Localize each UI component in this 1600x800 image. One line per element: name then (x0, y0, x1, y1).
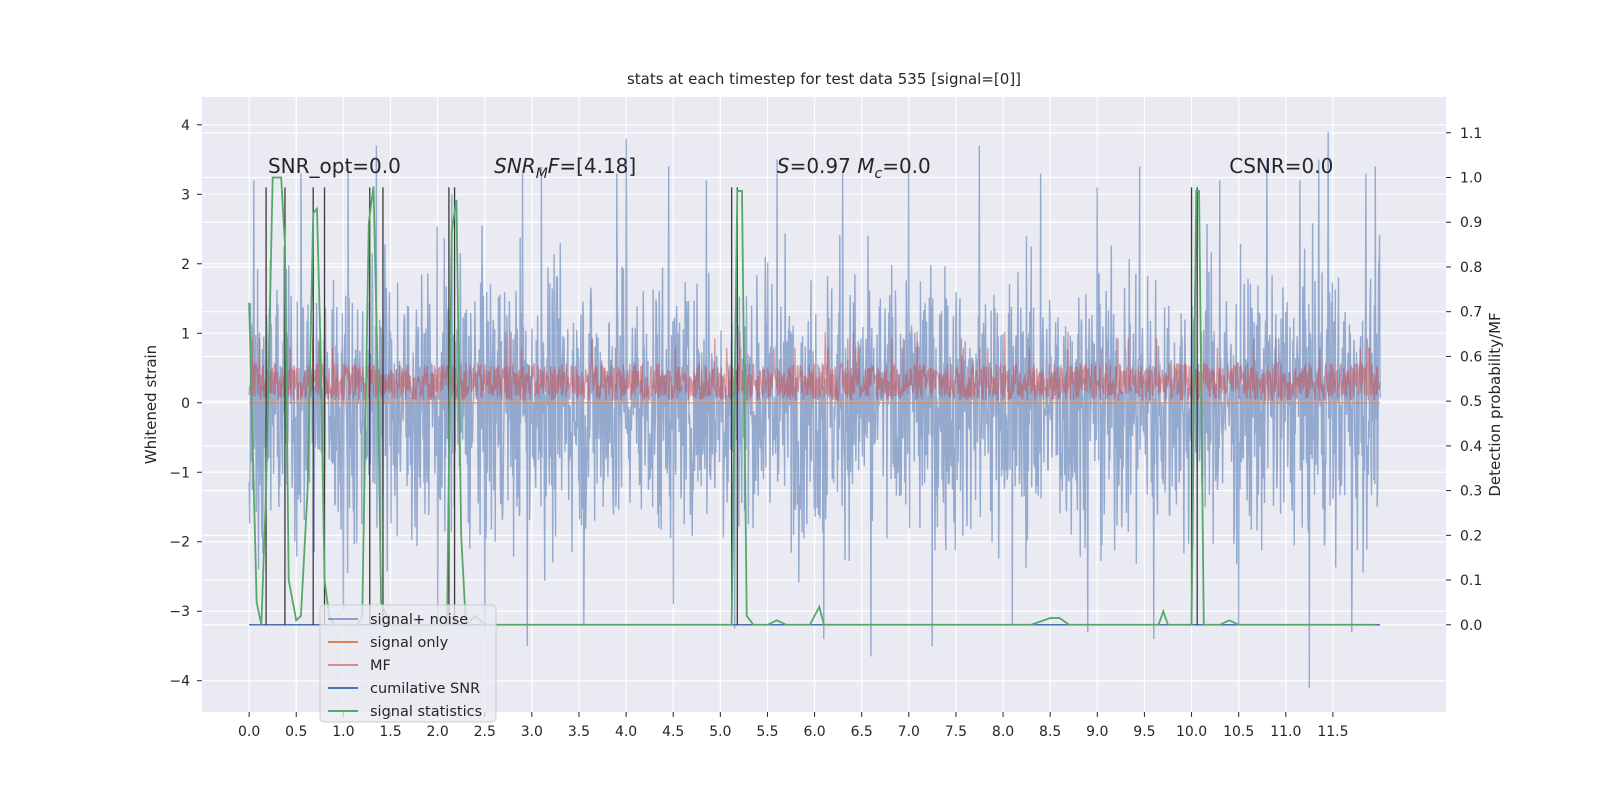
annotation-s-mc: S=0.97 Mc=0.0 (777, 154, 931, 182)
x-tick-label-13: 6.5 (851, 724, 873, 740)
x-tick-label-10: 5.0 (709, 724, 731, 740)
y2-tick-label-4: 0.4 (1460, 439, 1482, 455)
y2-tick-label-5: 0.5 (1460, 394, 1482, 410)
x-tick-label-20: 10.0 (1176, 724, 1207, 740)
x-tick-label-15: 7.5 (945, 724, 967, 740)
annotation-mc-sub: c (875, 166, 883, 182)
y2-tick-label-7: 0.7 (1460, 305, 1482, 321)
y-tick-label-0: −4 (169, 674, 190, 690)
y2-tick-label-10: 1.0 (1460, 171, 1482, 187)
x-tick-label-14: 7.0 (898, 724, 920, 740)
annotation-snr-mf-f: F (548, 154, 560, 178)
legend-label-2: MF (370, 658, 391, 674)
annotation-s-symbol: S (777, 154, 790, 178)
x-tick-label-11: 5.5 (756, 724, 778, 740)
plot-area (248, 131, 1381, 688)
y2-tick-label-0: 0.0 (1460, 618, 1482, 634)
y2-axis-label: Detection probability/MF (1486, 312, 1504, 496)
y2-tick-label-8: 0.8 (1460, 260, 1482, 276)
y2-tick-label-6: 0.6 (1460, 349, 1482, 365)
annotation-snr-mf-sub: M (536, 166, 548, 182)
x-tick-label-5: 2.5 (474, 724, 496, 740)
x-tick-label-4: 2.0 (426, 724, 448, 740)
y-tick-label-2: −2 (169, 535, 190, 551)
legend-label-0: signal+ noise (370, 612, 468, 628)
y-axis-label: Whitened strain (142, 345, 160, 464)
y-tick-label-1: −3 (169, 604, 190, 620)
y-tick-label-5: 1 (181, 326, 190, 342)
legend-box (319, 604, 497, 723)
x-tick-label-21: 10.5 (1223, 724, 1254, 740)
annotation-snr-opt: SNR_opt=0.0 (268, 154, 401, 178)
x-tick-label-3: 1.5 (379, 724, 401, 740)
x-tick-label-0: 0.0 (238, 724, 260, 740)
legend-label-4: signal statistics (370, 704, 482, 720)
chart-title: stats at each timestep for test data 535… (627, 70, 1021, 88)
annotation-csnr: CSNR=0.0 (1229, 154, 1333, 178)
y-tick-label-6: 2 (181, 257, 190, 273)
x-tick-label-17: 8.5 (1039, 724, 1061, 740)
x-tick-label-9: 4.5 (662, 724, 684, 740)
x-tick-label-7: 3.5 (568, 724, 590, 740)
annotation-mc-symbol: M (857, 154, 874, 178)
x-tick-label-19: 9.5 (1133, 724, 1155, 740)
annotation-mc-value: =0.0 (882, 154, 931, 178)
axes: 0.0 0.5 1.0 1.5 2.0 2.5 3.0 3.5 4.0 4.5 5.0 5.5 6.0 6… (169, 118, 1482, 740)
x-tick-label-22: 11.0 (1270, 724, 1301, 740)
y-tick-label-7: 3 (181, 187, 190, 203)
x-tick-label-1: 0.5 (285, 724, 307, 740)
legend: signal+ noise signal only MF cumilative SNR… (319, 604, 497, 723)
legend-label-1: signal only (370, 635, 449, 651)
annotation-snr-mf-base: SNR (494, 154, 536, 178)
legend-label-3: cumilative SNR (370, 681, 480, 697)
x-tick-label-18: 9.0 (1086, 724, 1108, 740)
x-tick-label-8: 4.0 (615, 724, 637, 740)
y2-tick-label-9: 0.9 (1460, 215, 1482, 231)
y2-tick-label-2: 0.2 (1460, 528, 1482, 544)
y-tick-label-3: −1 (169, 465, 190, 481)
x-tick-label-2: 1.0 (332, 724, 354, 740)
x-tick-label-16: 8.0 (992, 724, 1014, 740)
y2-tick-label-3: 0.3 (1460, 484, 1482, 500)
y-tick-label-8: 4 (181, 118, 190, 134)
x-tick-label-6: 3.0 (521, 724, 543, 740)
x-tick-label-12: 6.0 (803, 724, 825, 740)
y2-tick-label-11: 1.1 (1460, 126, 1482, 142)
annotations: SNR_opt=0.0 SNRMF=[4.18] S=0.97 Mc=0.0 CSNR… (268, 154, 1333, 182)
series-signal-statistics-line (248, 176, 1376, 627)
x-tick-label-23: 11.5 (1317, 724, 1348, 740)
annotation-snr-mf-value: =[4.18] (559, 154, 636, 178)
y2-tick-label-1: 0.1 (1460, 573, 1482, 589)
annotation-s-value: =0.97 (790, 154, 858, 178)
annotation-snr-mf: SNRMF=[4.18] (494, 154, 636, 182)
y-tick-label-4: 0 (181, 396, 190, 412)
